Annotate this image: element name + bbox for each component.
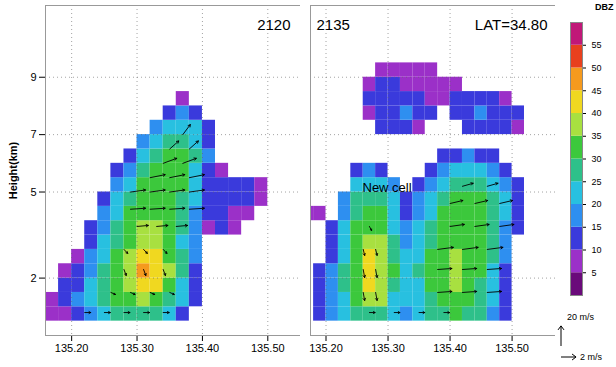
svg-text:135.30: 135.30	[371, 342, 405, 354]
svg-text:9: 9	[30, 71, 36, 83]
svg-text:7: 7	[30, 128, 36, 140]
svg-text:135.20: 135.20	[55, 342, 89, 354]
svg-text:40: 40	[592, 108, 602, 118]
svg-text:5: 5	[30, 186, 36, 198]
svg-text:DBZ: DBZ	[595, 2, 614, 12]
svg-text:2: 2	[30, 272, 36, 284]
svg-text:135.30: 135.30	[120, 342, 154, 354]
svg-text:20: 20	[592, 199, 602, 209]
svg-text:135.50: 135.50	[251, 342, 285, 354]
svg-text:New cell: New cell	[363, 180, 412, 195]
svg-text:2135: 2135	[317, 16, 350, 33]
svg-text:2 m/s: 2 m/s	[580, 352, 603, 362]
svg-text:Height(km): Height(km)	[7, 141, 19, 199]
svg-text:15: 15	[592, 222, 602, 232]
svg-text:135.20: 135.20	[309, 342, 343, 354]
svg-text:50: 50	[592, 63, 602, 73]
svg-text:55: 55	[592, 40, 602, 50]
svg-text:135.40: 135.40	[186, 342, 220, 354]
svg-text:25: 25	[592, 177, 602, 187]
svg-text:135.50: 135.50	[495, 342, 529, 354]
svg-text:135.40: 135.40	[433, 342, 467, 354]
svg-text:30: 30	[592, 154, 602, 164]
svg-text:2120: 2120	[257, 16, 290, 33]
svg-text:LAT=34.80: LAT=34.80	[475, 16, 548, 33]
svg-text:10: 10	[592, 245, 602, 255]
svg-text:45: 45	[592, 86, 602, 96]
svg-text:35: 35	[592, 131, 602, 141]
svg-text:20 m/s: 20 m/s	[567, 312, 595, 322]
svg-text:5: 5	[592, 268, 597, 278]
